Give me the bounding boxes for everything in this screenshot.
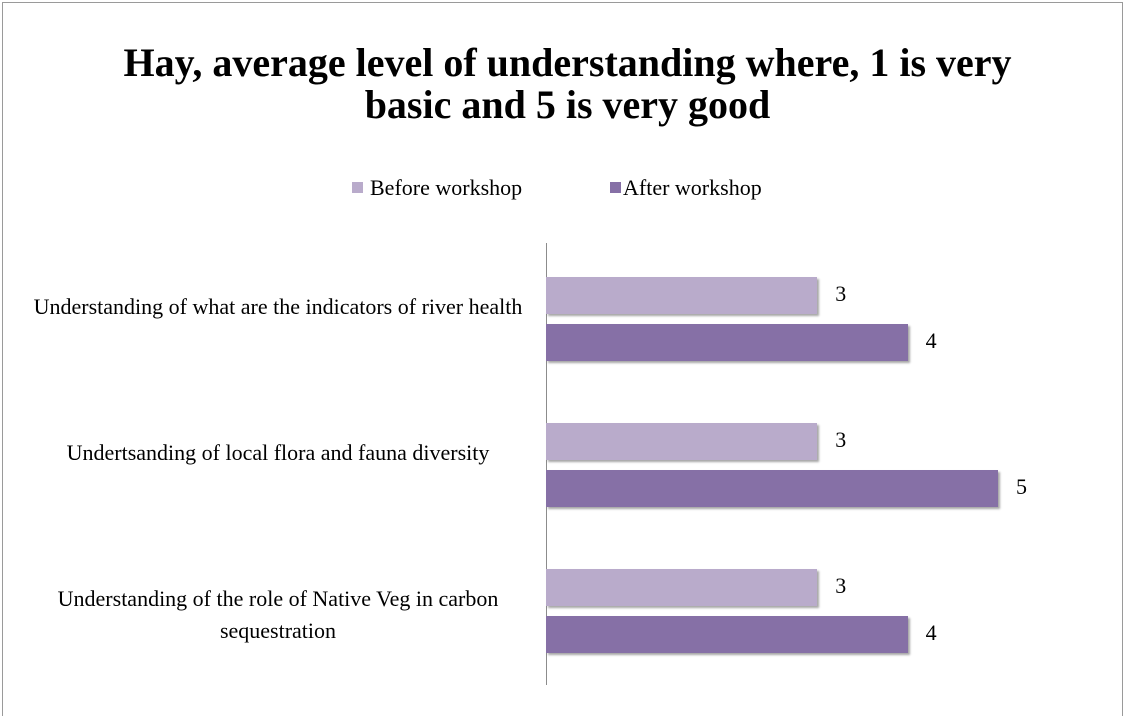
bar (546, 470, 998, 507)
bar (546, 616, 908, 653)
legend-label: Before workshop (370, 175, 523, 200)
value-label: 3 (835, 426, 847, 452)
value-label: 3 (835, 280, 847, 306)
category-label: Understanding of what are the indicators… (33, 294, 523, 319)
bar (546, 324, 908, 361)
value-label: 4 (925, 327, 937, 353)
chart-title: Hay, average level of understanding wher… (123, 40, 1012, 127)
y-axis-line (546, 243, 547, 685)
legend-label: After workshop (623, 175, 762, 200)
value-label: 3 (835, 572, 847, 598)
value-label: 5 (1016, 473, 1027, 499)
category-label: Understanding of the role of Native Veg … (57, 586, 499, 643)
legend-swatch (352, 182, 363, 193)
legend-swatch (610, 182, 621, 193)
category-label: Undertsanding of local flora and fauna d… (66, 440, 490, 465)
bar (546, 277, 818, 314)
value-label: 4 (925, 619, 937, 645)
bar (546, 423, 818, 460)
bar (546, 569, 818, 606)
